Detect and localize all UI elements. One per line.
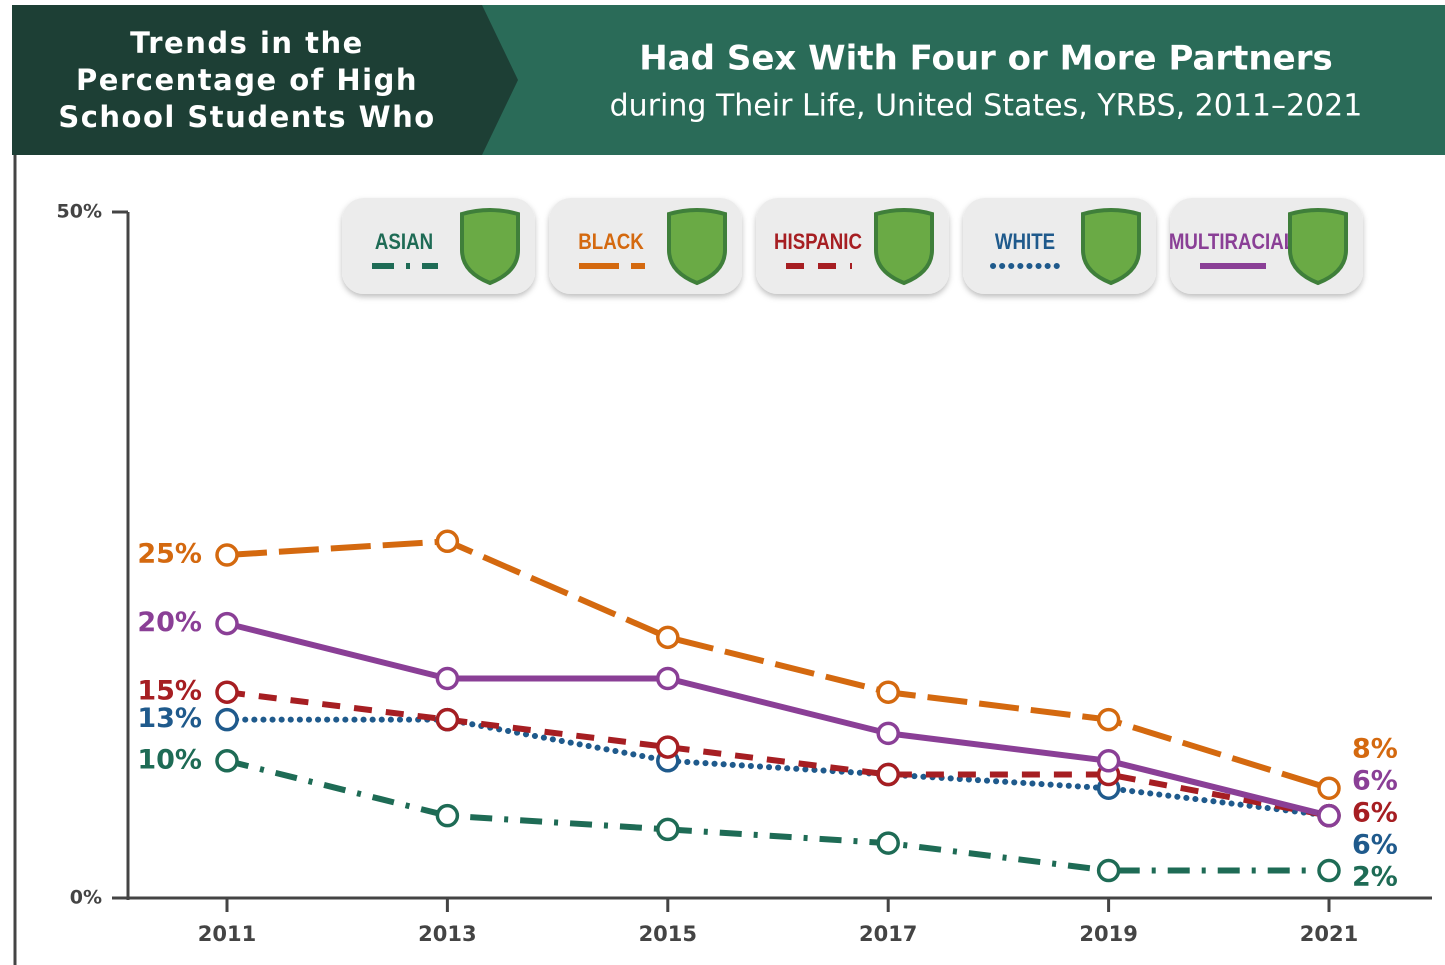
data-point — [215, 707, 239, 732]
legend-item: BLACK — [549, 198, 742, 294]
series-line — [226, 538, 1330, 792]
x-tick-label: 2017 — [859, 922, 917, 946]
data-point — [876, 721, 900, 746]
data-point — [215, 749, 239, 773]
data-point — [656, 735, 680, 759]
series-line — [226, 620, 1330, 819]
legend-shield — [667, 208, 727, 286]
legend-label: HISPANIC — [774, 230, 862, 254]
y-tick-label: 0% — [70, 887, 102, 909]
value-label: 6% — [1352, 830, 1398, 861]
x-tick-label: 2021 — [1300, 922, 1358, 946]
data-point — [656, 625, 680, 650]
header-line: Trends in the — [130, 26, 364, 60]
header-left-box — [12, 5, 518, 155]
legend-label: MULTIRACIAL — [1169, 230, 1295, 254]
data-point — [1317, 858, 1341, 883]
series-line — [226, 689, 1330, 819]
x-tick-label: 2013 — [418, 922, 476, 946]
data-point — [215, 611, 239, 636]
value-label: 8% — [1352, 734, 1398, 765]
value-label: 20% — [137, 607, 202, 638]
data-point — [435, 529, 460, 554]
data-point — [215, 680, 239, 704]
legend-item: HISPANIC — [756, 198, 949, 294]
value-label: 10% — [137, 744, 202, 775]
legend-item: ASIAN — [342, 198, 535, 294]
chart-subtitle: during Their Life, United States, YRBS, … — [610, 89, 1363, 124]
value-label: 6% — [1352, 766, 1398, 797]
value-label: 13% — [137, 703, 202, 734]
value-label: 15% — [137, 676, 202, 707]
legend-shield — [1081, 208, 1141, 286]
value-label: 2% — [1352, 862, 1398, 893]
legend-label: ASIAN — [375, 230, 433, 254]
header-line: Percentage of High — [76, 63, 418, 97]
x-tick-label: 2019 — [1079, 922, 1137, 946]
legend-label: BLACK — [578, 230, 644, 254]
legend-label: WHITE — [995, 230, 1055, 254]
data-point — [1317, 803, 1341, 828]
data-point — [656, 817, 680, 842]
value-label: 25% — [137, 539, 202, 570]
x-tick-label: 2015 — [639, 922, 697, 946]
data-point — [1096, 749, 1121, 773]
y-tick-label: 50% — [57, 201, 102, 223]
legend-shield — [1288, 208, 1348, 286]
data-point — [876, 680, 900, 704]
value-label: 6% — [1352, 798, 1398, 829]
legend-item: WHITE — [963, 198, 1156, 294]
data-point — [1096, 858, 1121, 883]
data-point — [1317, 776, 1341, 800]
series-line — [224, 716, 1332, 819]
legend-shield — [874, 208, 934, 286]
data-point — [876, 831, 900, 855]
series-line — [226, 757, 1329, 874]
data-point — [435, 803, 460, 828]
x-tick-label: 2011 — [198, 922, 256, 946]
legend-shield — [460, 208, 520, 286]
data-point — [876, 762, 900, 787]
data-point — [435, 707, 460, 732]
data-point — [215, 543, 239, 567]
data-point — [656, 666, 680, 691]
data-point — [1096, 707, 1121, 732]
data-point — [435, 666, 460, 691]
chart-title: Had Sex With Four or More Partners — [639, 39, 1332, 79]
legend-item: MULTIRACIAL — [1169, 198, 1363, 294]
header-line: School Students Who — [58, 100, 435, 134]
